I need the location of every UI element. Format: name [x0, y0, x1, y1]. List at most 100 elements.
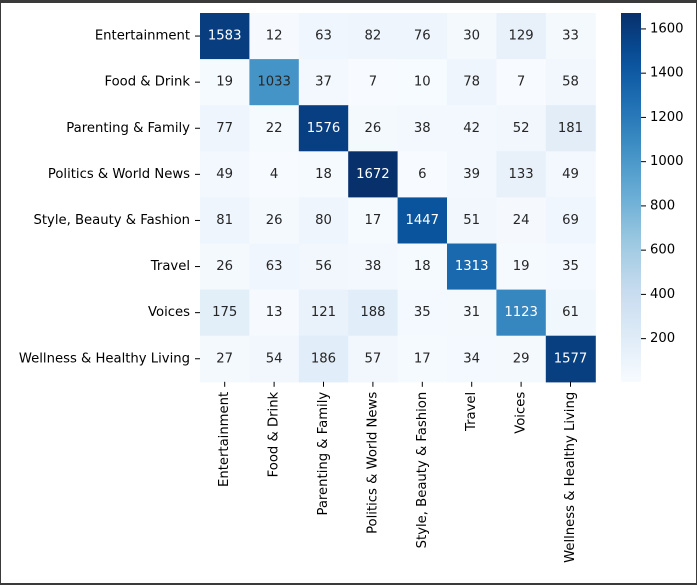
heatmap-cell	[298, 13, 349, 60]
cell-value-label: 80	[315, 213, 332, 228]
cell-value-label: 18	[414, 259, 431, 274]
cell-value-label: 1672	[356, 167, 390, 182]
cell-value-label: 81	[216, 213, 233, 228]
heatmap-cell	[298, 335, 349, 383]
cell-value-label: 35	[414, 305, 431, 320]
cell-value-label: 39	[463, 167, 480, 182]
y-tick-label: Wellness & Healthy Living	[19, 351, 190, 366]
cell-value-label: 129	[509, 29, 534, 44]
cell-value-label: 27	[216, 351, 233, 366]
heatmap-cells	[200, 13, 596, 383]
cell-value-label: 17	[414, 351, 431, 366]
cell-value-label: 22	[266, 121, 283, 136]
cell-value-label: 1313	[455, 259, 489, 274]
heatmap-cell	[447, 59, 497, 106]
heatmap-cell	[447, 105, 497, 152]
y-tick-label: Politics & World News	[48, 167, 190, 182]
cell-value-label: 24	[513, 213, 530, 228]
colorbar-tick-label: 1200	[650, 110, 684, 125]
heatmap-cell	[496, 289, 547, 337]
heatmap-cell	[298, 197, 349, 245]
cell-value-label: 56	[315, 259, 332, 274]
y-axis: Entertainment Food & Drink Parenting & Fam…	[19, 29, 200, 366]
cell-value-label: 26	[365, 121, 382, 136]
cell-value-label: 26	[216, 259, 233, 274]
cell-value-label: 63	[315, 29, 332, 44]
cell-value-label: 19	[216, 75, 233, 90]
heatmap-cell	[397, 197, 448, 245]
cell-value-label: 6	[418, 167, 426, 182]
heatmap-cell	[545, 59, 596, 106]
heatmap-cell	[200, 197, 250, 245]
heatmap-cell	[545, 289, 596, 337]
y-tick-label: Entertainment	[95, 29, 190, 44]
heatmap-cell	[249, 59, 300, 106]
heatmap-cell	[496, 243, 547, 291]
heatmap-cell	[298, 105, 349, 152]
cell-value-label: 26	[266, 213, 283, 228]
colorbar-tick-label: 1600	[650, 21, 684, 36]
heatmap-cell	[545, 335, 596, 383]
heatmap-cell	[200, 289, 250, 337]
heatmap-cell	[200, 105, 250, 152]
cell-value-label: 1576	[307, 121, 341, 136]
colorbar-tick-label: 200	[650, 331, 675, 346]
heatmap-cell	[348, 151, 399, 198]
cell-value-label: 63	[266, 259, 283, 274]
colorbar-gradient	[621, 13, 641, 382]
y-tick-label: Style, Beauty & Fashion	[33, 213, 190, 228]
heatmap-cell	[545, 197, 596, 245]
cell-value-label: 33	[562, 29, 579, 44]
cell-value-label: 77	[216, 121, 233, 136]
cell-value-label: 12	[266, 29, 283, 44]
cell-value-label: 31	[463, 305, 480, 320]
heatmap-cell	[348, 197, 399, 245]
heatmap-cell	[298, 289, 349, 337]
x-tick-label: Style, Beauty & Fashion	[415, 392, 430, 549]
cell-value-label: 51	[463, 213, 480, 228]
heatmap-cell	[298, 243, 349, 291]
cell-value-label: 188	[360, 305, 385, 320]
heatmap-cell	[249, 243, 300, 291]
heatmap-cell	[496, 13, 547, 60]
colorbar-tick-label: 600	[650, 243, 675, 258]
heatmap-cell	[397, 335, 448, 383]
cell-value-label: 133	[509, 167, 534, 182]
cell-value-label: 10	[414, 75, 431, 90]
cell-value-label: 38	[365, 259, 382, 274]
heatmap-cell	[249, 151, 300, 198]
cell-value-label: 35	[562, 259, 579, 274]
colorbar-tick-label: 1400	[650, 66, 684, 81]
heatmap-cell	[397, 105, 448, 152]
cell-value-label: 13	[266, 305, 283, 320]
heatmap-cell	[496, 197, 547, 245]
heatmap-cell	[348, 105, 399, 152]
cell-value-label: 57	[365, 351, 382, 366]
heatmap-cell	[397, 59, 448, 106]
cell-value-label: 69	[562, 213, 579, 228]
heatmap-cell	[447, 243, 497, 291]
cell-value-label: 121	[311, 305, 336, 320]
heatmap-cell	[249, 105, 300, 152]
heatmap-cell	[447, 13, 497, 60]
heatmap-cell	[298, 151, 349, 198]
heatmap-cell	[200, 13, 250, 60]
heatmap-cell	[496, 59, 547, 106]
heatmap-cell	[397, 151, 448, 198]
cell-value-label: 78	[463, 75, 480, 90]
heatmap-cell	[348, 243, 399, 291]
cell-value-label: 7	[517, 75, 525, 90]
heatmap-cell	[348, 289, 399, 337]
heatmap-cell	[249, 13, 300, 60]
cell-value-label: 61	[562, 305, 579, 320]
heatmap-cell	[447, 151, 497, 198]
x-tick-label: Wellness & Healthy Living	[563, 392, 578, 563]
heatmap-cell	[200, 151, 250, 198]
colorbar: 200 400 600 800 1000 1200 1400 1600	[621, 13, 684, 382]
x-tick-label: Politics & World News	[365, 392, 380, 534]
heatmap-cell	[200, 59, 250, 106]
heatmap-cell	[545, 105, 596, 152]
cell-value-label: 7	[369, 75, 377, 90]
heatmap-cell	[447, 197, 497, 245]
y-tick-label: Travel	[150, 259, 190, 274]
